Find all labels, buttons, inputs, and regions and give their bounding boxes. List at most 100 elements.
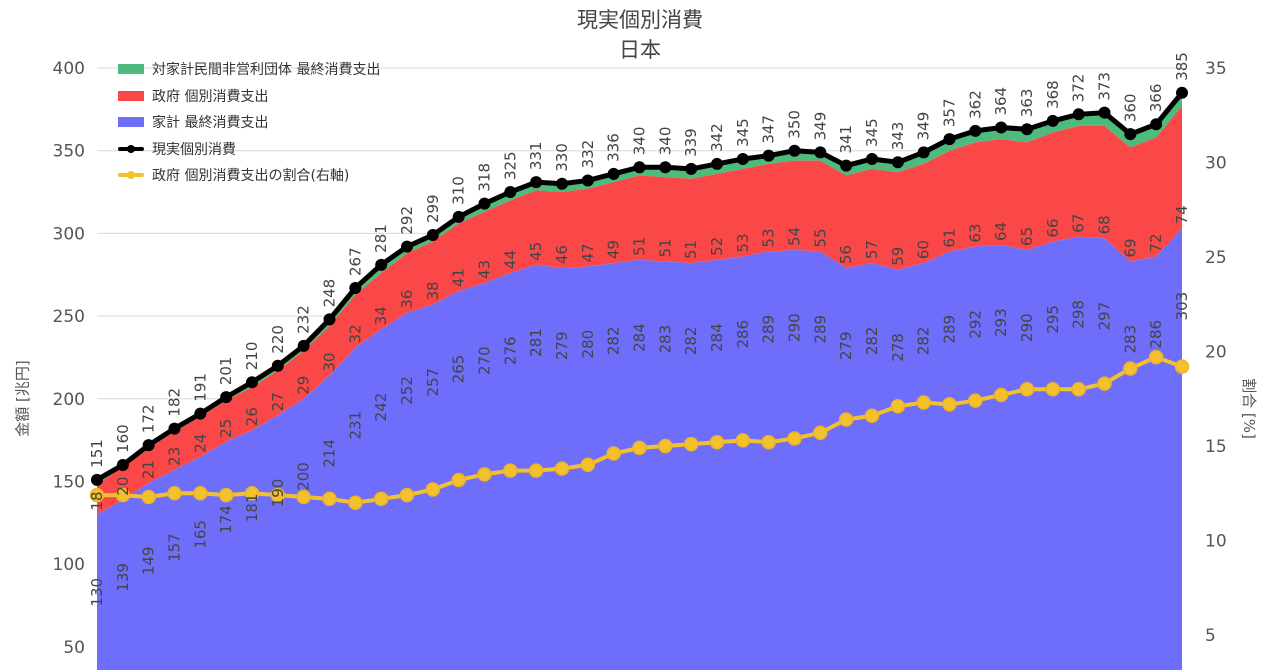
government-data-label: 21 [140, 460, 158, 479]
legend-item-government: 政府 個別消費支出 [118, 83, 380, 110]
legend-label-total: 現実個別消費 [152, 141, 236, 158]
total-data-label: 339 [682, 128, 700, 157]
total-point [736, 152, 749, 165]
legend-item-ratio: 政府 個別消費支出の割合(右軸) [118, 162, 380, 189]
total-data-label: 267 [346, 247, 364, 276]
ratio-point [580, 457, 596, 473]
household-data-label: 298 [1070, 300, 1088, 329]
household-data-label: 265 [450, 355, 468, 384]
total-point [1150, 118, 1163, 131]
ratio-point [1174, 359, 1190, 374]
ratio-point [296, 489, 311, 505]
total-point [762, 149, 775, 162]
total-point [995, 121, 1008, 134]
ratio-point [451, 472, 466, 488]
ratio-point [348, 495, 363, 510]
total-point [814, 146, 827, 159]
total-data-label: 342 [708, 123, 726, 152]
chart-title: 現実個別消費 [577, 8, 703, 32]
total-data-label: 332 [579, 140, 597, 169]
total-point [297, 339, 310, 352]
ratio-point [1148, 349, 1164, 365]
ratio-point [322, 491, 337, 507]
ratio-point [658, 438, 673, 454]
household-data-label: 303 [1173, 292, 1191, 321]
ratio-point [193, 486, 208, 501]
ratio-point [813, 425, 828, 441]
government-data-label: 66 [1044, 219, 1062, 238]
total-data-label: 350 [786, 110, 804, 139]
ratio-point [167, 486, 182, 501]
y-left-tick-label: 400 [53, 59, 85, 79]
total-data-label: 340 [656, 127, 674, 156]
legend-label-government: 政府 個別消費支出 [152, 88, 269, 105]
total-point [323, 313, 336, 326]
total-data-label: 363 [1018, 89, 1036, 118]
ratio-point [632, 440, 647, 456]
total-data-label: 336 [605, 133, 623, 162]
total-point [220, 391, 233, 404]
household-data-label: 290 [1018, 313, 1036, 342]
total-point [607, 167, 620, 180]
total-point [917, 146, 930, 159]
total-data-label: 310 [450, 176, 468, 205]
household-data-label: 130 [88, 578, 106, 607]
government-data-label: 34 [372, 306, 390, 325]
y-left-tick-label: 250 [53, 307, 85, 327]
total-data-label: 191 [191, 373, 209, 402]
ratio-point [683, 436, 699, 452]
total-point [633, 161, 646, 174]
total-point [969, 124, 982, 137]
household-data-label: 279 [553, 331, 571, 360]
total-data-label: 360 [1121, 94, 1139, 123]
government-data-label: 25 [217, 419, 235, 438]
legend-label-ratio: 政府 個別消費支出の割合(右軸) [152, 168, 350, 185]
household-data-label: 190 [269, 479, 287, 508]
ratio-point [968, 393, 983, 408]
ratio-point [115, 487, 131, 503]
total-data-label: 372 [1070, 74, 1088, 103]
ratio-point [1045, 382, 1061, 397]
household-data-label: 139 [114, 563, 132, 592]
total-data-label: 281 [372, 224, 390, 253]
household-data-label: 286 [734, 320, 752, 349]
government-data-label: 64 [992, 222, 1010, 241]
total-point [685, 162, 698, 175]
total-point [866, 152, 878, 165]
government-data-label: 45 [527, 242, 545, 261]
legend-item-npish: 対家計民間非営利団体 最終消費支出 [118, 56, 380, 83]
government-data-label: 74 [1173, 205, 1191, 224]
government-data-label: 56 [837, 245, 855, 264]
total-point [246, 376, 258, 389]
government-data-label: 23 [166, 447, 184, 466]
household-data-label: 284 [708, 323, 726, 352]
legend-label-household: 家計 最終消費支出 [152, 115, 269, 132]
household-data-label: 242 [372, 393, 390, 422]
government-data-label: 29 [295, 376, 313, 395]
government-data-label: 72 [1147, 233, 1165, 252]
total-data-label: 325 [501, 151, 519, 180]
ratio-point [528, 463, 544, 478]
ratio-point [1071, 382, 1086, 397]
government-data-label: 43 [476, 260, 494, 279]
ratio-point [606, 446, 621, 461]
total-data-label: 220 [269, 325, 287, 354]
total-data-label: 385 [1173, 52, 1191, 81]
household-data-label: 281 [527, 328, 545, 357]
ratio-point [477, 467, 492, 482]
total-point [116, 458, 129, 471]
government-data-label: 49 [605, 240, 623, 259]
total-data-label: 373 [1096, 72, 1114, 101]
household-data-label: 286 [1147, 320, 1165, 349]
government-data-label: 36 [398, 290, 416, 309]
government-data-label: 67 [1070, 214, 1088, 233]
y-right-tick-label: 10 [1205, 532, 1227, 552]
total-point [1124, 128, 1137, 141]
total-point [1072, 108, 1085, 121]
ratio-point [425, 482, 441, 497]
total-point [659, 161, 672, 174]
government-data-label: 68 [1096, 215, 1114, 234]
ratio-point [1097, 376, 1112, 391]
total-data-label: 248 [321, 279, 339, 308]
